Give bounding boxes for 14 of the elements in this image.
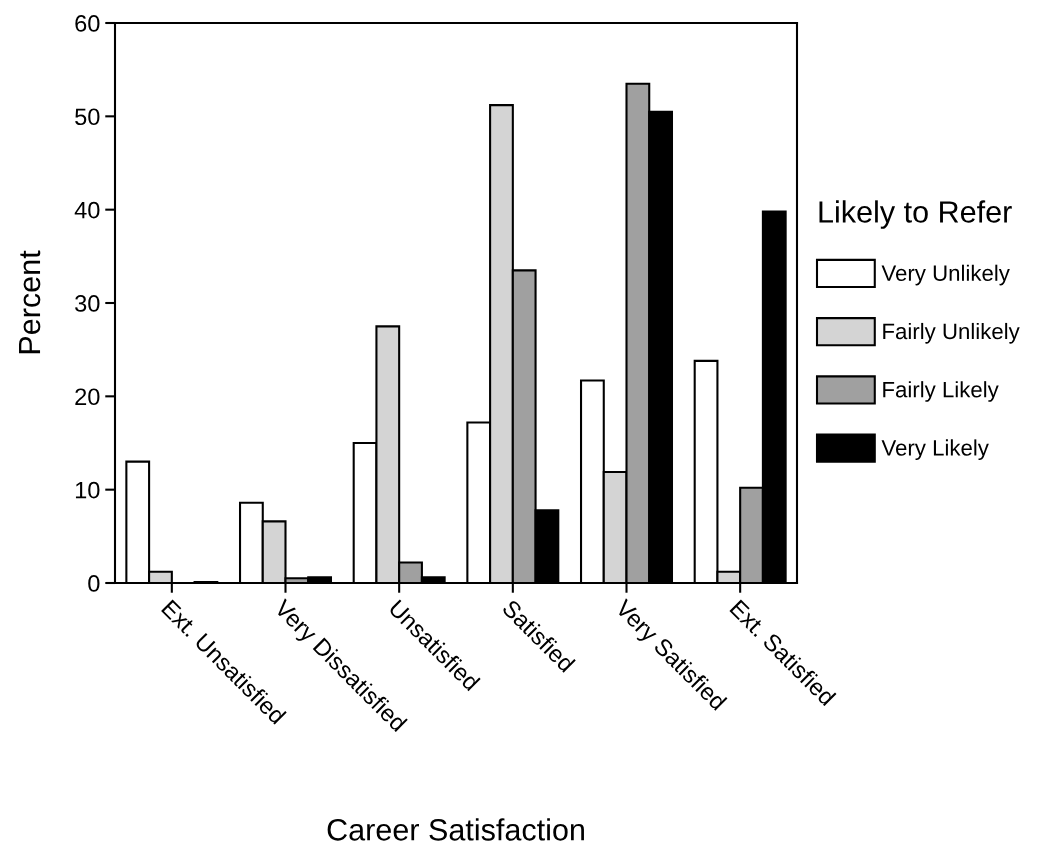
y-tick-label: 60 bbox=[75, 15, 100, 32]
y-axis-title: Percent bbox=[19, 250, 41, 354]
y-tick-label: 10 bbox=[75, 481, 100, 499]
y-tick-label: 40 bbox=[74, 201, 100, 219]
legend-label: Very Unlikely bbox=[881, 264, 1010, 286]
y-tick-label: 30 bbox=[75, 295, 100, 312]
y-tick-label: 50 bbox=[75, 108, 100, 126]
legend-title: Likely to Refer bbox=[819, 200, 1012, 229]
legend-label: Fairly Likely bbox=[883, 381, 999, 402]
legend-label: Very Likely bbox=[881, 439, 989, 461]
y-tick-label: 0 bbox=[88, 575, 100, 592]
x-axis-title: Career Satisfaction bbox=[327, 818, 584, 841]
legend-label: Fairly Unlikely bbox=[883, 322, 1020, 344]
y-tick-label: 20 bbox=[75, 388, 100, 406]
